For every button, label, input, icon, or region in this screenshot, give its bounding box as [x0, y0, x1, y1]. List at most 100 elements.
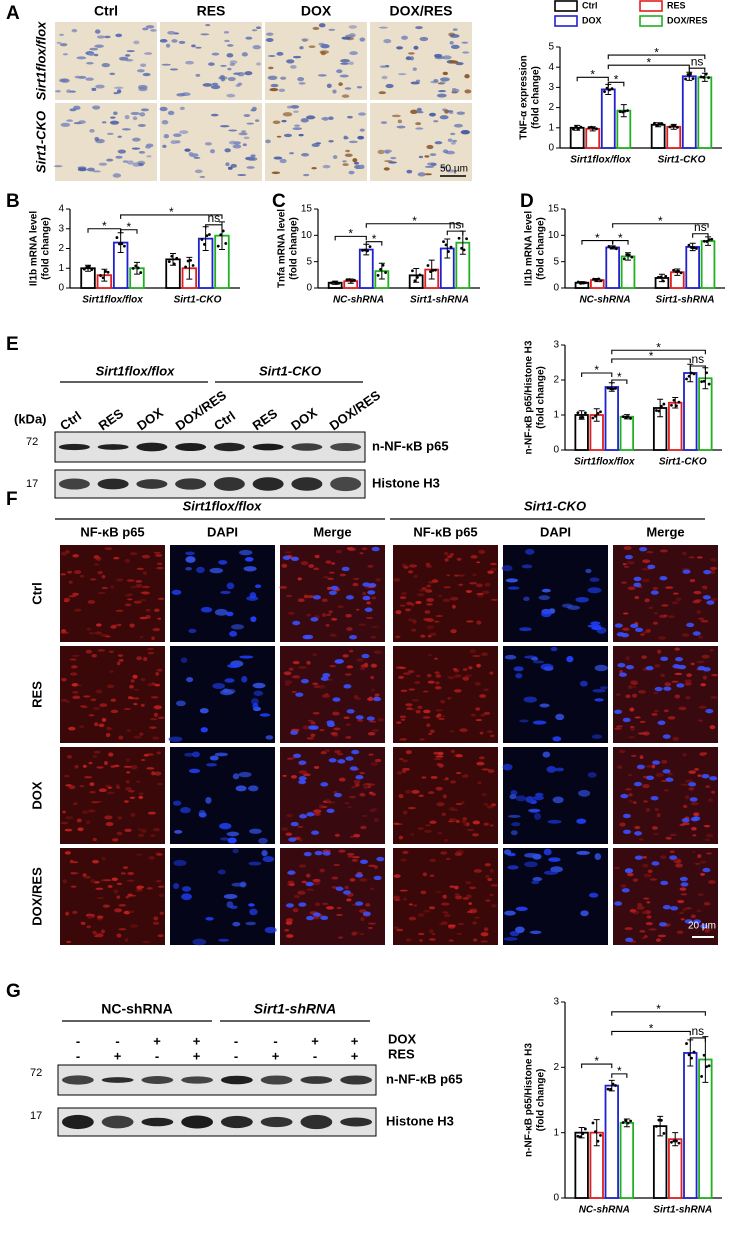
cell-texture — [351, 932, 357, 936]
cell-texture — [298, 82, 306, 85]
cell-texture — [345, 723, 351, 726]
cell-texture — [408, 52, 415, 55]
cell-texture — [435, 681, 440, 685]
cell-texture — [72, 690, 79, 694]
cell-texture — [489, 671, 494, 675]
cell-texture — [679, 911, 684, 915]
cell-texture — [297, 598, 305, 603]
column-label: DOX — [301, 3, 332, 19]
cell-texture — [449, 553, 454, 556]
data-dot — [664, 274, 668, 278]
cell-texture — [361, 814, 368, 818]
cell-texture — [442, 55, 452, 60]
cell-texture — [98, 788, 107, 793]
cell-texture — [142, 27, 149, 31]
nucleus — [282, 555, 291, 560]
cell-texture — [74, 764, 79, 769]
cell-texture — [393, 822, 400, 825]
cell-texture — [268, 55, 276, 57]
cell-texture — [127, 598, 133, 601]
cell-texture — [68, 785, 76, 790]
cell-texture — [436, 93, 447, 98]
cell-texture — [93, 707, 100, 710]
data-dot — [621, 1121, 625, 1124]
cell-texture — [407, 570, 414, 574]
cell-texture — [690, 914, 696, 919]
cell-texture — [194, 169, 203, 174]
error-bar — [702, 1036, 709, 1083]
x-tick-label: Sirt1-CKO — [658, 155, 706, 166]
data-dot — [654, 409, 658, 412]
cell-texture — [232, 773, 240, 780]
cell-texture — [328, 610, 333, 614]
cell-texture — [406, 169, 413, 174]
cell-texture — [136, 567, 144, 570]
blot-band — [260, 1075, 293, 1085]
data-dot — [594, 414, 597, 418]
cell-texture — [490, 567, 497, 572]
cell-texture — [338, 777, 346, 782]
cell-texture — [220, 837, 230, 841]
y-axis-label: (fold change) — [289, 217, 300, 280]
cell-texture — [476, 592, 484, 596]
cell-texture — [407, 618, 414, 622]
data-dot — [656, 275, 660, 279]
cell-texture — [594, 853, 602, 860]
cell-texture — [465, 620, 474, 623]
cell-texture — [176, 93, 186, 97]
nucleus — [669, 855, 678, 860]
cell-texture — [242, 143, 247, 147]
cell-texture — [663, 789, 670, 792]
nucleus — [298, 902, 307, 907]
cell-texture — [482, 793, 487, 797]
significance-bracket — [611, 1030, 691, 1036]
cell-texture — [353, 779, 361, 784]
y-tick-label: 10 — [548, 230, 560, 241]
significance-label: * — [126, 220, 131, 234]
cell-texture — [265, 735, 274, 740]
cell-texture — [371, 729, 379, 732]
cell-texture — [669, 850, 675, 853]
cell-texture — [336, 914, 343, 916]
cell-texture — [484, 863, 491, 867]
cell-texture — [647, 869, 653, 873]
cell-texture — [313, 809, 322, 813]
cell-texture — [672, 736, 680, 741]
cell-texture — [63, 774, 70, 778]
cell-texture — [159, 911, 164, 915]
cell-texture — [368, 753, 374, 756]
cell-texture — [357, 135, 365, 140]
cell-texture — [185, 566, 192, 571]
cell-texture — [416, 107, 422, 112]
cell-texture — [408, 903, 413, 906]
data-dot — [622, 257, 626, 261]
cell-texture — [383, 167, 390, 171]
row-label: Ctrl — [29, 582, 44, 604]
x-tick-label: Sirt1-shRNA — [656, 295, 715, 306]
cell-texture — [89, 129, 95, 133]
cell-texture — [455, 754, 463, 758]
cell-texture — [104, 815, 113, 820]
cell-texture — [245, 36, 253, 40]
cell-texture — [337, 936, 344, 939]
cell-texture — [461, 820, 466, 823]
cell-texture — [401, 35, 408, 40]
data-dot — [662, 402, 666, 406]
cell-texture — [415, 79, 421, 83]
nucleus — [310, 617, 319, 622]
data-dot — [691, 77, 695, 81]
nucleus — [305, 634, 314, 640]
cell-texture — [671, 680, 679, 683]
cell-texture — [331, 562, 336, 565]
cell-texture — [462, 817, 468, 821]
data-dot — [123, 244, 126, 248]
nucleus — [679, 876, 688, 882]
cell-texture — [480, 932, 489, 937]
y-tick-label: 10 — [301, 230, 313, 241]
cell-texture — [139, 635, 144, 639]
cell-texture — [643, 935, 648, 938]
cell-texture — [504, 654, 517, 660]
cell-texture — [515, 906, 528, 912]
cell-texture — [630, 681, 639, 686]
cell-texture — [541, 588, 551, 593]
